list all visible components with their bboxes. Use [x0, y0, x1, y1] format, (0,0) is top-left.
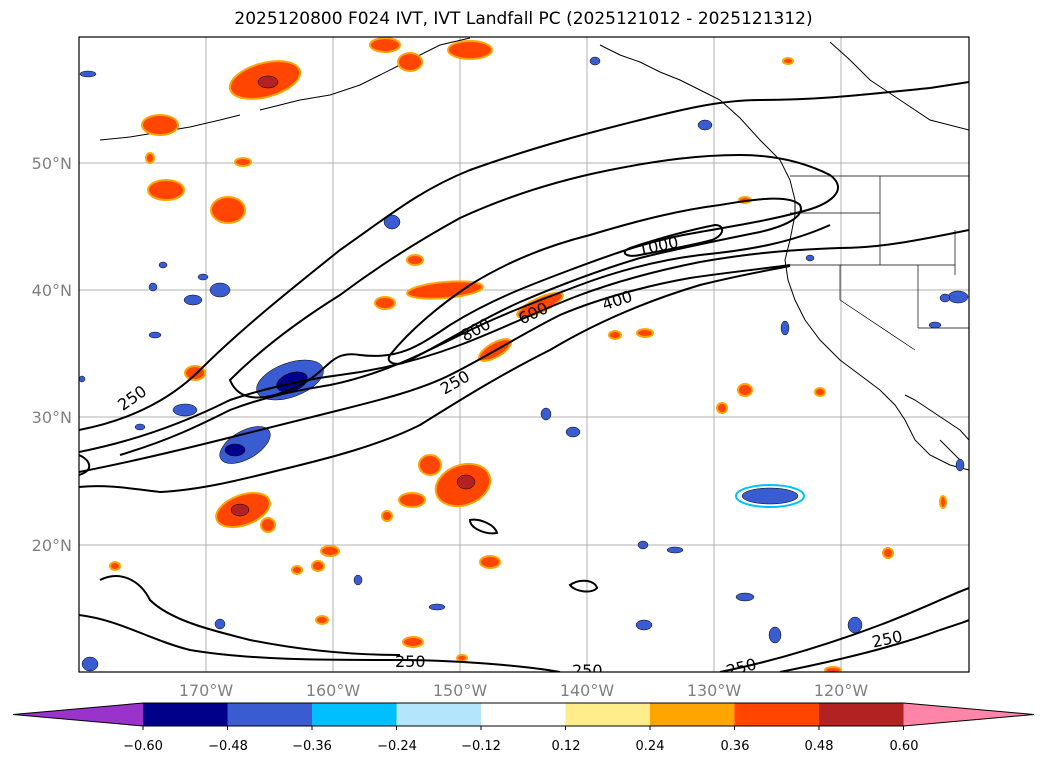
colorbar-tick-label: 0.48 — [805, 739, 834, 754]
colorbar-tick-label: 0.36 — [721, 739, 750, 754]
map-frame — [78, 36, 970, 673]
colorbar-tick-label: −0.60 — [123, 739, 163, 754]
colorbar-swatches — [12, 702, 1035, 730]
coastlines — [99, 37, 969, 471]
colorbar-extend-max — [903, 703, 1034, 726]
colorbar-swatch — [481, 703, 566, 726]
contour-label: 250 — [572, 661, 603, 680]
colorbar-tick-label: −0.48 — [208, 739, 248, 754]
figure-title: 2025120800 F024 IVT, IVT Landfall PC (20… — [234, 9, 813, 29]
lon-label: 170°W — [179, 681, 234, 700]
contour-label: 250 — [395, 652, 426, 671]
longitude-labels: 170°W 160°W 150°W 140°W 130°W 120°W — [179, 681, 869, 700]
gridlines — [79, 37, 969, 672]
colorbar-swatch — [650, 703, 735, 726]
map-background — [79, 37, 969, 672]
colorbar-tick-label: −0.36 — [292, 739, 332, 754]
colorbar-swatch — [227, 703, 313, 726]
colorbar-swatch — [143, 703, 228, 726]
lat-label: 40°N — [32, 281, 72, 300]
lon-label: 120°W — [814, 681, 869, 700]
colorbar-tick-label: −0.24 — [377, 739, 417, 754]
colorbar-tick-label: −0.12 — [461, 739, 501, 754]
latitude-labels: 50°N 40°N 30°N 20°N — [32, 154, 72, 555]
colorbar: −0.60 −0.48 −0.36 −0.24 −0.12 0.12 0.24 … — [12, 702, 1035, 754]
colorbar-extend-min — [13, 703, 143, 726]
colorbar-swatch — [565, 703, 651, 726]
lon-label: 160°W — [306, 681, 361, 700]
lon-label: 140°W — [560, 681, 615, 700]
colorbar-swatch — [819, 703, 904, 726]
ivt-contours — [79, 81, 969, 672]
colorbar-swatch — [312, 703, 397, 726]
negative-shading — [79, 56, 969, 672]
positive-shading — [109, 37, 947, 672]
lat-label: 50°N — [32, 154, 72, 173]
colorbar-tick-label: 0.60 — [890, 739, 919, 754]
colorbar-tick-label: 0.24 — [636, 739, 665, 754]
lon-label: 150°W — [433, 681, 488, 700]
state-borders — [788, 175, 969, 351]
colorbar-swatch — [734, 703, 820, 726]
lat-label: 30°N — [32, 408, 72, 427]
colorbar-swatch — [396, 703, 482, 726]
lon-label: 130°W — [687, 681, 742, 700]
colorbar-tick-labels: −0.60 −0.48 −0.36 −0.24 −0.12 0.12 0.24 … — [123, 739, 918, 754]
colorbar-tick-label: 0.12 — [552, 739, 581, 754]
lat-label: 20°N — [32, 536, 72, 555]
